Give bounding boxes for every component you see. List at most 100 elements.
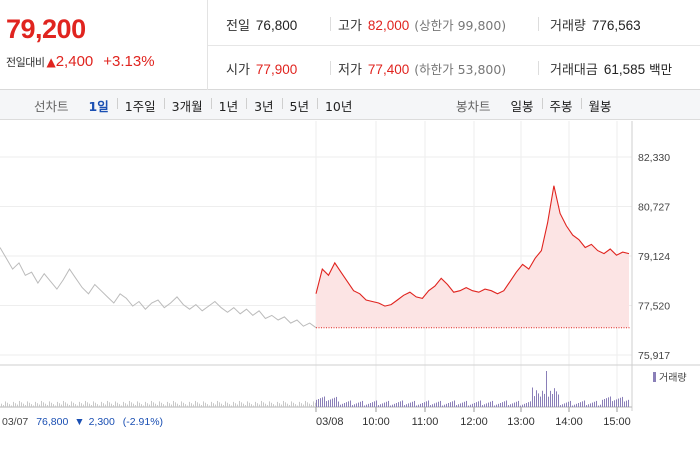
volume-bar-today xyxy=(360,401,361,407)
tab-weekly-candle[interactable]: 주봉 xyxy=(541,96,581,115)
volume-bar-prev-day xyxy=(133,403,134,407)
volume-bar-today xyxy=(552,394,553,407)
volume-bar-prev-day xyxy=(215,404,216,407)
volume-bar-prev-day xyxy=(287,403,288,407)
volume-bar-prev-day xyxy=(209,405,210,407)
quote-header: 79,200 전일대비 ▲ 2,400 +3.13% 전일 76,800 고가 … xyxy=(0,0,700,90)
divider xyxy=(538,17,539,31)
volume-bar-today xyxy=(316,399,317,407)
volume-bar-prev-day xyxy=(7,402,8,407)
volume-bar-prev-day xyxy=(237,404,238,407)
volume-bar-prev-day xyxy=(101,401,102,407)
volume-bar-today xyxy=(388,400,389,407)
tab-1week[interactable]: 1주일 xyxy=(116,96,164,115)
volume-bar-today xyxy=(510,404,511,407)
volume-bar-prev-day xyxy=(125,403,126,407)
stat-turnover: 거래대금 61,585 백만 xyxy=(550,59,672,78)
volume-bar-prev-day xyxy=(295,404,296,407)
volume-bar-prev-day xyxy=(241,402,242,407)
volume-legend-label: 거래량 xyxy=(659,372,687,384)
price-box: 79,200 전일대비 ▲ 2,400 +3.13% xyxy=(0,0,208,90)
volume-bar-today xyxy=(626,400,627,407)
volume-bar-prev-day xyxy=(49,401,50,407)
stat-label: 거래대금 xyxy=(550,63,598,78)
volume-bar-prev-day xyxy=(153,402,154,407)
volume-bar-today xyxy=(528,402,529,407)
tab-10year[interactable]: 10년 xyxy=(316,96,360,115)
tab-3year[interactable]: 3년 xyxy=(246,96,281,115)
volume-bar-today xyxy=(384,402,385,407)
volume-bar-prev-day xyxy=(207,404,208,407)
svg-text:03/07 76,800 ▼: 03/07 76,800 ▼ 2,300 (-2.91%) xyxy=(2,416,163,428)
change-amount: 2,400 xyxy=(55,53,94,70)
volume-bar-prev-day xyxy=(255,401,256,407)
volume-bar-prev-day xyxy=(107,400,108,407)
volume-bar-prev-day xyxy=(193,404,194,407)
tab-1year[interactable]: 1년 xyxy=(210,96,246,115)
volume-bar-prev-day xyxy=(199,403,200,407)
stat-value: 776,563 xyxy=(591,18,641,33)
volume-bar-today xyxy=(574,404,575,407)
volume-bar-today xyxy=(482,405,483,407)
volume-bar-prev-day xyxy=(81,403,82,407)
price-chart[interactable]: 82,330 80,727 79,124 77,520 75,917 03/08 10:0… xyxy=(0,121,700,450)
prev-day-close: 76,800 xyxy=(36,416,68,428)
tab-1day[interactable]: 1일 xyxy=(88,98,109,114)
y-tick-label: 82,330 xyxy=(638,152,670,164)
volume-bar-today xyxy=(430,405,431,407)
volume-bar-today xyxy=(458,404,459,407)
volume-bar-prev-day xyxy=(219,402,220,407)
volume-bar-prev-day xyxy=(253,405,254,407)
volume-bar-today xyxy=(332,398,333,407)
volume-bar-prev-day xyxy=(31,404,32,407)
tab-daily-candle[interactable]: 일봉 xyxy=(510,98,534,114)
volume-bar-prev-day xyxy=(165,405,166,407)
volume-bar-today xyxy=(556,391,557,407)
volume-bar-prev-day xyxy=(275,405,276,407)
volume-bar-today xyxy=(448,403,449,407)
volume-bar-today xyxy=(492,400,493,407)
volume-bar-prev-day xyxy=(139,402,140,407)
volume-bar-prev-day xyxy=(261,400,262,407)
volume-bar-prev-day xyxy=(157,405,158,407)
volume-bar-today xyxy=(454,400,455,407)
volume-bar-prev-day xyxy=(235,403,236,407)
volume-bar-today xyxy=(576,403,577,407)
volume-bar-prev-day xyxy=(129,400,130,407)
volume-bar-today xyxy=(608,397,609,407)
volume-bar-today xyxy=(432,404,433,407)
volume-bar-today xyxy=(480,400,481,407)
volume-bar-prev-day xyxy=(59,403,60,407)
volume-bar-today xyxy=(532,387,533,407)
volume-bar-prev-day xyxy=(277,401,278,407)
x-tick-label: 11:00 xyxy=(412,416,439,428)
volume-bar-today xyxy=(588,404,589,407)
volume-bar-today xyxy=(502,402,503,407)
volume-bar-prev-day xyxy=(75,404,76,407)
volume-bar-prev-day xyxy=(147,403,148,407)
volume-bar-prev-day xyxy=(11,405,12,407)
stat-value: 76,800 xyxy=(255,18,298,33)
prev-day-date: 03/07 xyxy=(2,416,28,428)
stat-label: 고가 xyxy=(338,19,362,34)
volume-bar-today xyxy=(466,400,467,407)
today-area-fill xyxy=(316,185,629,328)
price-chart-area[interactable]: 82,330 80,727 79,124 77,520 75,917 03/08 10:0… xyxy=(0,121,700,450)
stat-value: 82,000 xyxy=(367,18,410,33)
volume-bar-today xyxy=(464,401,465,407)
divider xyxy=(538,61,539,75)
volume-bar-today xyxy=(558,394,559,407)
divider xyxy=(330,61,331,75)
volume-bar-today xyxy=(328,400,329,407)
volume-bar-today xyxy=(562,404,563,407)
volume-bar-today xyxy=(544,393,545,407)
volume-bar-prev-day xyxy=(33,405,34,407)
volume-bar-today xyxy=(418,404,419,407)
tab-3month[interactable]: 3개월 xyxy=(163,96,211,115)
volume-bar-prev-day xyxy=(41,400,42,407)
volume-bar-prev-day xyxy=(233,401,234,407)
volume-bar-prev-day xyxy=(69,405,70,407)
tab-5year[interactable]: 5년 xyxy=(281,96,317,115)
tab-monthly-candle[interactable]: 월봉 xyxy=(580,96,620,115)
x-tick-label: 14:00 xyxy=(555,416,583,428)
